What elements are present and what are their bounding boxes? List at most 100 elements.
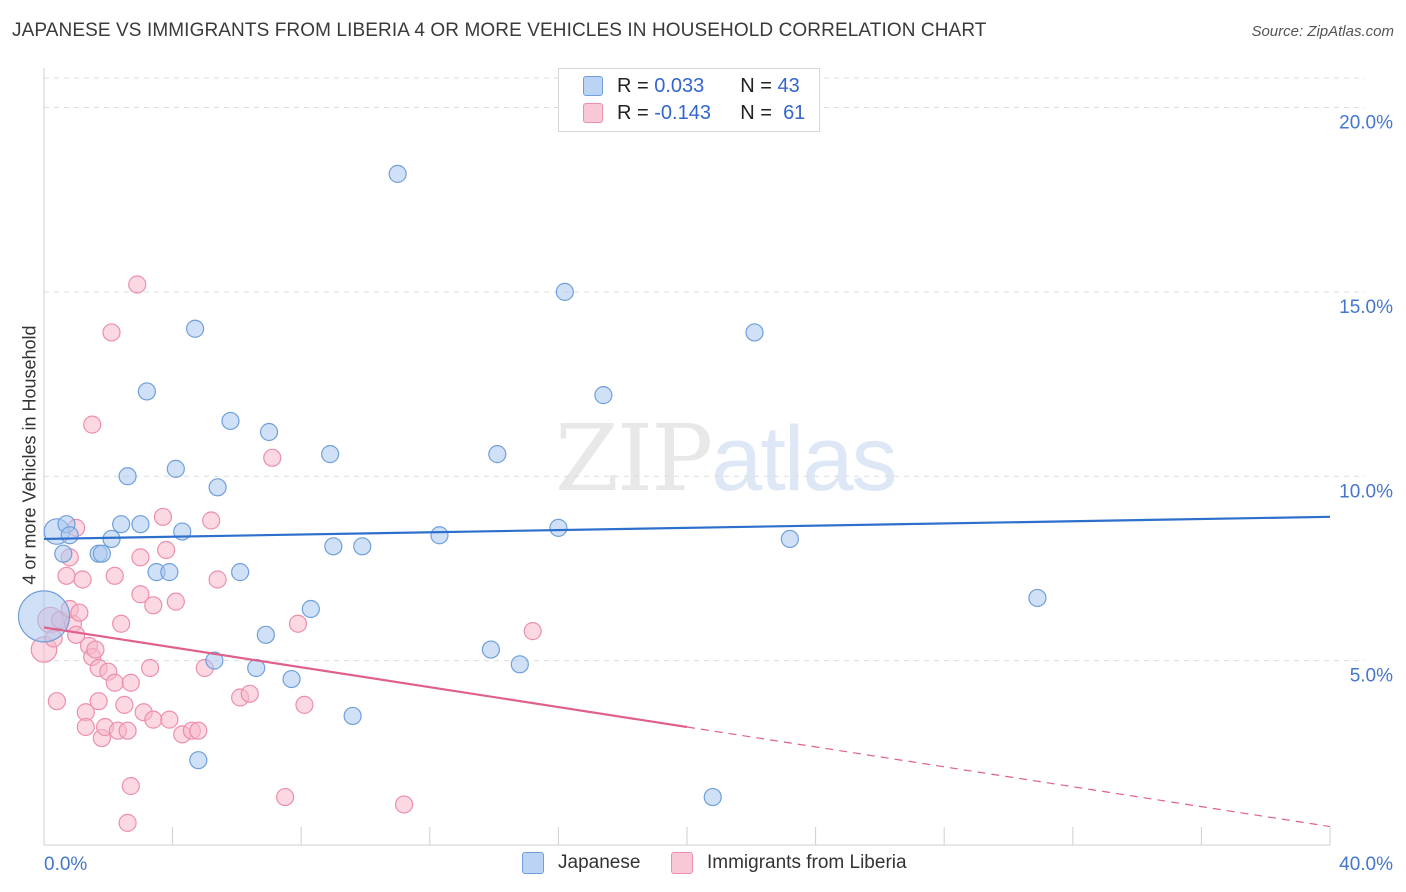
japanese-point	[321, 445, 340, 464]
chart-title: JAPANESE VS IMMIGRANTS FROM LIBERIA 4 OR…	[12, 20, 987, 41]
liberia-point	[153, 507, 173, 526]
liberia-point	[128, 275, 147, 294]
legend-n-label: N =	[740, 74, 772, 97]
liberia-point	[112, 614, 131, 633]
liberia-point	[86, 640, 105, 659]
legend-n-value-liberia: 61	[783, 101, 806, 124]
y-axis-label: 4 or more Vehicles in Household	[19, 325, 40, 585]
japanese-point	[282, 669, 301, 689]
trend-line-liberia-extrapolated	[686, 726, 1331, 828]
liberia-point	[140, 658, 160, 678]
correlation-legend: R = 0.033 N = 43 R = -0.143 N = 61	[558, 68, 820, 132]
liberia-point	[523, 622, 542, 641]
watermark-zip: ZIP	[555, 405, 713, 512]
watermark-atlas: atlas	[711, 408, 897, 510]
japanese-point	[231, 563, 250, 582]
japanese-point	[112, 515, 131, 534]
liberia-point	[295, 695, 314, 714]
legend-r-value-liberia: -0.143	[654, 101, 711, 124]
liberia-point	[157, 540, 176, 560]
liberia-point	[288, 614, 308, 633]
japanese-point	[745, 323, 764, 342]
trend-lines	[43, 515, 1331, 828]
japanese-point	[388, 164, 407, 183]
japanese-points	[17, 164, 1047, 807]
series-label-japanese: Japanese	[558, 852, 641, 873]
liberia-point	[102, 323, 121, 342]
japanese-point	[1028, 588, 1047, 608]
japanese-point	[259, 422, 279, 442]
japanese-point	[186, 319, 205, 338]
liberia-point	[70, 603, 89, 622]
liberia-point	[89, 692, 108, 711]
legend-r-label: R =	[617, 101, 649, 124]
liberia-point	[105, 673, 124, 692]
liberia-point	[160, 710, 179, 729]
japanese-point	[703, 787, 722, 807]
tick-labels: 5.0% 10.0% 15.0% 20.0% 0.0% 40.0%	[44, 113, 1393, 876]
liberia-point	[144, 710, 163, 729]
series-swatch-liberia	[671, 852, 693, 874]
series-swatch-japanese	[522, 852, 544, 874]
japanese-point	[780, 529, 799, 549]
japanese-point	[594, 386, 613, 405]
liberia-point	[73, 570, 92, 589]
japanese-point	[555, 282, 574, 301]
liberia-point	[276, 787, 295, 807]
liberia-point	[131, 548, 150, 567]
japanese-point	[205, 651, 224, 670]
japanese-point	[549, 518, 568, 537]
series-legend-liberia[interactable]: Immigrants from Liberia	[671, 852, 907, 874]
japanese-point	[343, 706, 362, 726]
japanese-point	[510, 655, 529, 674]
liberia-points	[30, 275, 542, 832]
series-legend: Japanese Immigrants from Liberia	[0, 852, 1406, 878]
japanese-point	[221, 411, 240, 431]
japanese-point	[488, 445, 507, 464]
legend-n-label: N =	[740, 101, 772, 124]
liberia-point	[131, 585, 150, 604]
japanese-point	[208, 478, 227, 497]
japanese-point	[166, 459, 185, 478]
liberia-point	[76, 717, 95, 737]
liberia-point	[202, 511, 221, 530]
japanese-point	[481, 640, 500, 659]
japanese-point	[256, 625, 275, 644]
legend-swatch-liberia	[583, 103, 603, 123]
y-tick-label: 10.0%	[1339, 481, 1393, 502]
japanese-point	[60, 526, 79, 545]
liberia-point	[118, 813, 137, 832]
axes	[43, 68, 1331, 846]
liberia-point	[144, 596, 163, 615]
trend-line-liberia	[43, 626, 688, 729]
japanese-point	[137, 382, 156, 401]
japanese-point	[324, 537, 343, 556]
liberia-point	[208, 570, 227, 589]
japanese-point	[430, 526, 449, 545]
japanese-point	[353, 537, 372, 556]
legend-row-japanese: R = 0.033 N = 43	[583, 73, 800, 99]
legend-r-value-japanese: 0.033	[654, 74, 705, 97]
japanese-point	[118, 467, 137, 486]
series-label-liberia: Immigrants from Liberia	[707, 852, 907, 873]
series-legend-japanese[interactable]: Japanese	[522, 852, 640, 874]
liberia-point	[47, 692, 66, 711]
y-tick-label: 15.0%	[1339, 297, 1393, 318]
liberia-point	[118, 721, 137, 740]
y-tick-label: 20.0%	[1339, 113, 1393, 134]
japanese-point	[131, 515, 150, 534]
legend-n-value-japanese: 43	[777, 74, 800, 97]
liberia-point	[121, 673, 140, 692]
liberia-point	[189, 721, 208, 740]
japanese-point	[160, 563, 179, 582]
liberia-point	[121, 776, 140, 796]
japanese-point	[189, 751, 208, 770]
liberia-point	[57, 566, 76, 585]
japanese-point	[301, 599, 320, 619]
y-tick-label: 5.0%	[1350, 666, 1393, 687]
source-attribution: Source: ZipAtlas.com	[1251, 23, 1394, 40]
legend-swatch-japanese	[583, 76, 603, 96]
legend-row-liberia: R = -0.143 N = 61	[583, 100, 805, 126]
liberia-point	[166, 592, 185, 611]
